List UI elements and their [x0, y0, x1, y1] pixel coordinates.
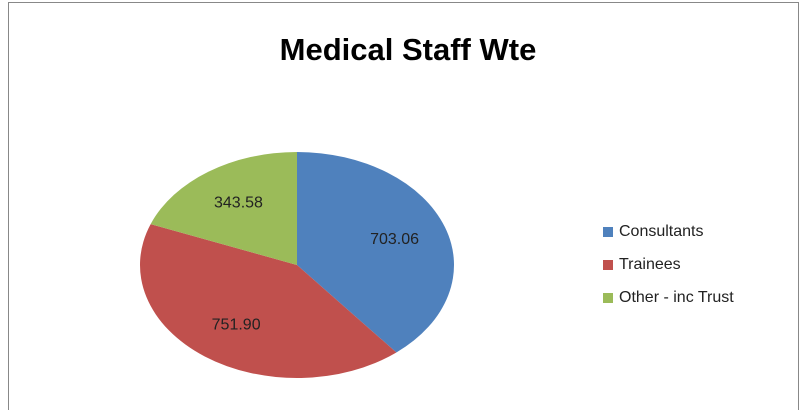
data-label: 343.58: [214, 195, 263, 212]
legend-swatch: [603, 260, 613, 270]
legend-label: Trainees: [619, 256, 681, 273]
pie-slice: [150, 152, 297, 265]
legend-label: Consultants: [619, 223, 704, 240]
legend-swatch: [603, 293, 613, 303]
pie-slice: [140, 224, 397, 379]
legend-label: Other - inc Trust: [619, 289, 734, 306]
pie-slice: [297, 152, 454, 353]
data-label: 751.90: [212, 317, 261, 334]
legend-swatch: [603, 227, 613, 237]
data-label: 703.06: [370, 231, 419, 248]
chart-title: Medical Staff Wte: [280, 32, 537, 67]
